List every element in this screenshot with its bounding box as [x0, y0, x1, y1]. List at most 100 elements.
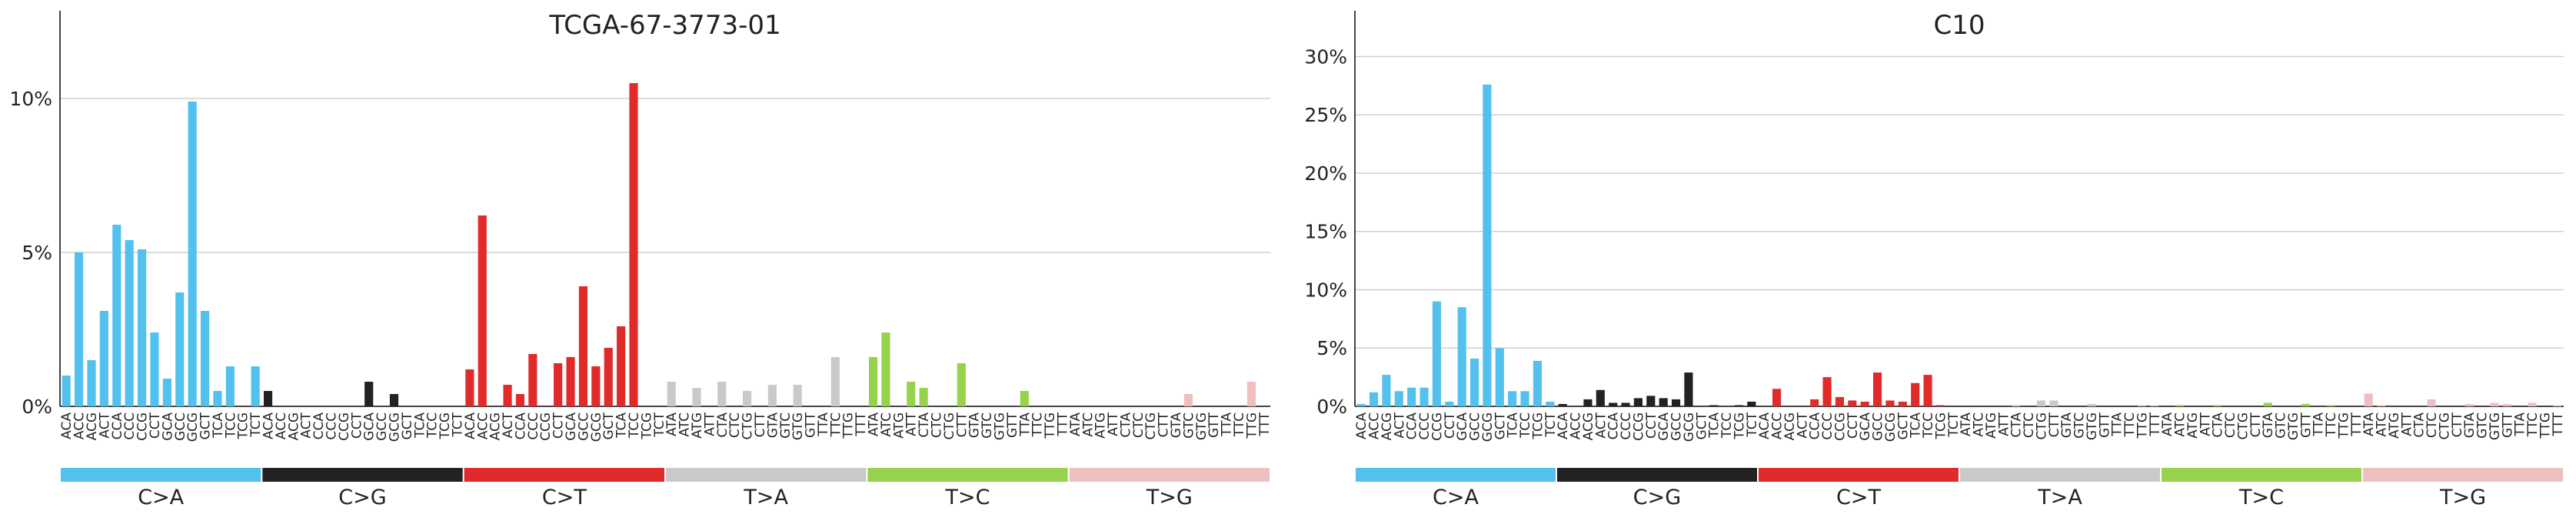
context-label: TTG	[1244, 412, 1260, 439]
context-label: TTT	[1257, 412, 1273, 436]
context-label: ATG	[1093, 412, 1109, 439]
context-label: TTT	[2551, 412, 2566, 436]
context-label: ATT	[2198, 412, 2213, 436]
context-label: ATC	[1972, 412, 1987, 437]
context-label: TTC	[1030, 412, 1046, 437]
mutation-type-label: C>A	[138, 486, 184, 509]
y-tick-label: 5%	[1316, 337, 1347, 359]
context-label: CCA	[513, 412, 528, 440]
context-label: ACC	[274, 412, 289, 439]
context-label: CCC	[1820, 412, 1835, 440]
bar-T>A-ATG	[692, 388, 701, 406]
context-label: CCA	[110, 412, 125, 440]
bar-T>C-TTA	[1020, 391, 1029, 406]
context-label: ACA	[1757, 412, 1772, 439]
bar-C>A-TCT	[1546, 401, 1555, 406]
context-label: CTA	[2412, 412, 2428, 438]
context-label: ATT	[904, 412, 920, 436]
context-label: TCT	[1543, 412, 1559, 437]
context-label: TCG	[1732, 412, 1747, 439]
mutation-type-band	[666, 468, 867, 482]
context-label: ACG	[1782, 412, 1798, 440]
mutation-type-label: T>C	[2238, 486, 2284, 509]
bar-C>T-GCT	[604, 348, 613, 406]
context-label: ATG	[1984, 412, 1999, 439]
context-label: CTT	[753, 412, 768, 437]
context-label: TTA	[2110, 412, 2125, 437]
context-label: GCA	[1858, 412, 1873, 441]
bar-C>T-ACT	[503, 385, 512, 406]
bar-C>G-ACG	[1583, 399, 1593, 406]
context-label: ACG	[488, 412, 504, 440]
bar-C>A-TCG	[1533, 360, 1543, 406]
context-label: ATA	[867, 412, 882, 436]
bar-T>C-CTA	[919, 388, 928, 406]
context-label: GTC	[1181, 412, 1196, 439]
context-label: GTG	[2085, 412, 2100, 440]
bar-C>A-CCG	[137, 249, 147, 406]
bar-C>A-ACA	[1356, 403, 1366, 406]
context-label: GCC	[173, 412, 188, 441]
mutation-type-band	[61, 468, 261, 482]
bar-T>G-GTC	[1183, 394, 1193, 406]
bar-T>G-ATC	[2376, 405, 2386, 406]
context-label: CCC	[1417, 412, 1433, 440]
mutation-type-band	[867, 468, 1068, 482]
context-label: ATC	[677, 412, 693, 437]
context-label: CCG	[337, 412, 352, 441]
bar-T>A-TTC	[830, 357, 840, 406]
bar-C>G-TCT	[1747, 401, 1756, 406]
context-label: TCC	[1921, 412, 1936, 439]
bar-T>G-TTT	[2553, 405, 2562, 406]
context-label: GCC	[1871, 412, 1886, 441]
bar-C>T-CCC	[1822, 377, 1832, 406]
mutation-type-label: T>G	[2439, 486, 2486, 509]
context-label: TTC	[2324, 412, 2339, 437]
bar-T>C-ATC	[881, 332, 890, 406]
context-label: CTC	[2425, 412, 2440, 438]
context-label: ACC	[1367, 412, 1383, 439]
context-label: ACA	[1556, 412, 1571, 439]
mutation-type-label: C>G	[1633, 486, 1681, 509]
context-label: TCG	[639, 412, 654, 439]
context-label: CTG	[2235, 412, 2251, 439]
context-label: TTG	[2336, 412, 2351, 439]
bar-C>G-CCG	[1633, 398, 1643, 406]
mutation-type-band	[1557, 468, 1757, 482]
context-label: GCA	[160, 412, 175, 441]
bar-C>T-TCA	[617, 326, 626, 406]
y-tick-label: 5%	[22, 242, 52, 264]
context-label: GTT	[804, 412, 819, 438]
context-label: CCT	[1443, 412, 1458, 439]
bar-C>G-GCG	[389, 394, 399, 406]
context-label: TCT	[652, 412, 667, 437]
context-label: GTT	[1206, 412, 1222, 438]
context-label: ATA	[1068, 412, 1083, 436]
context-label: CCG	[1429, 412, 1445, 441]
context-label: GTT	[2298, 412, 2314, 438]
bar-C>T-ACA	[465, 369, 474, 406]
context-label: CTA	[2009, 412, 2025, 438]
context-label: CTC	[2022, 412, 2037, 438]
context-label: CCC	[122, 412, 138, 440]
bar-T>A-CTT	[2049, 400, 2058, 406]
context-label: CTG	[942, 412, 957, 439]
bar-C>A-CCA	[1407, 387, 1416, 406]
bar-C>A-ACG	[87, 360, 96, 406]
context-label: ACA	[59, 412, 75, 439]
context-label: CTC	[930, 412, 945, 438]
bar-C>A-CCG	[1432, 301, 1442, 406]
context-label: CTA	[2211, 412, 2226, 438]
mutation-type-label: T>A	[2037, 486, 2082, 509]
context-label: ACA	[1354, 412, 1370, 439]
context-label: GTG	[2488, 412, 2503, 440]
bar-C>T-TCC	[1923, 375, 1932, 406]
context-label: CTT	[2450, 412, 2465, 437]
context-label: GTA	[2059, 412, 2075, 439]
context-label: ATT	[2399, 412, 2415, 436]
context-label: ACC	[475, 412, 491, 439]
context-label: TTT	[2148, 412, 2163, 436]
context-label: ATG	[690, 412, 705, 439]
context-label: TTT	[2349, 412, 2365, 436]
